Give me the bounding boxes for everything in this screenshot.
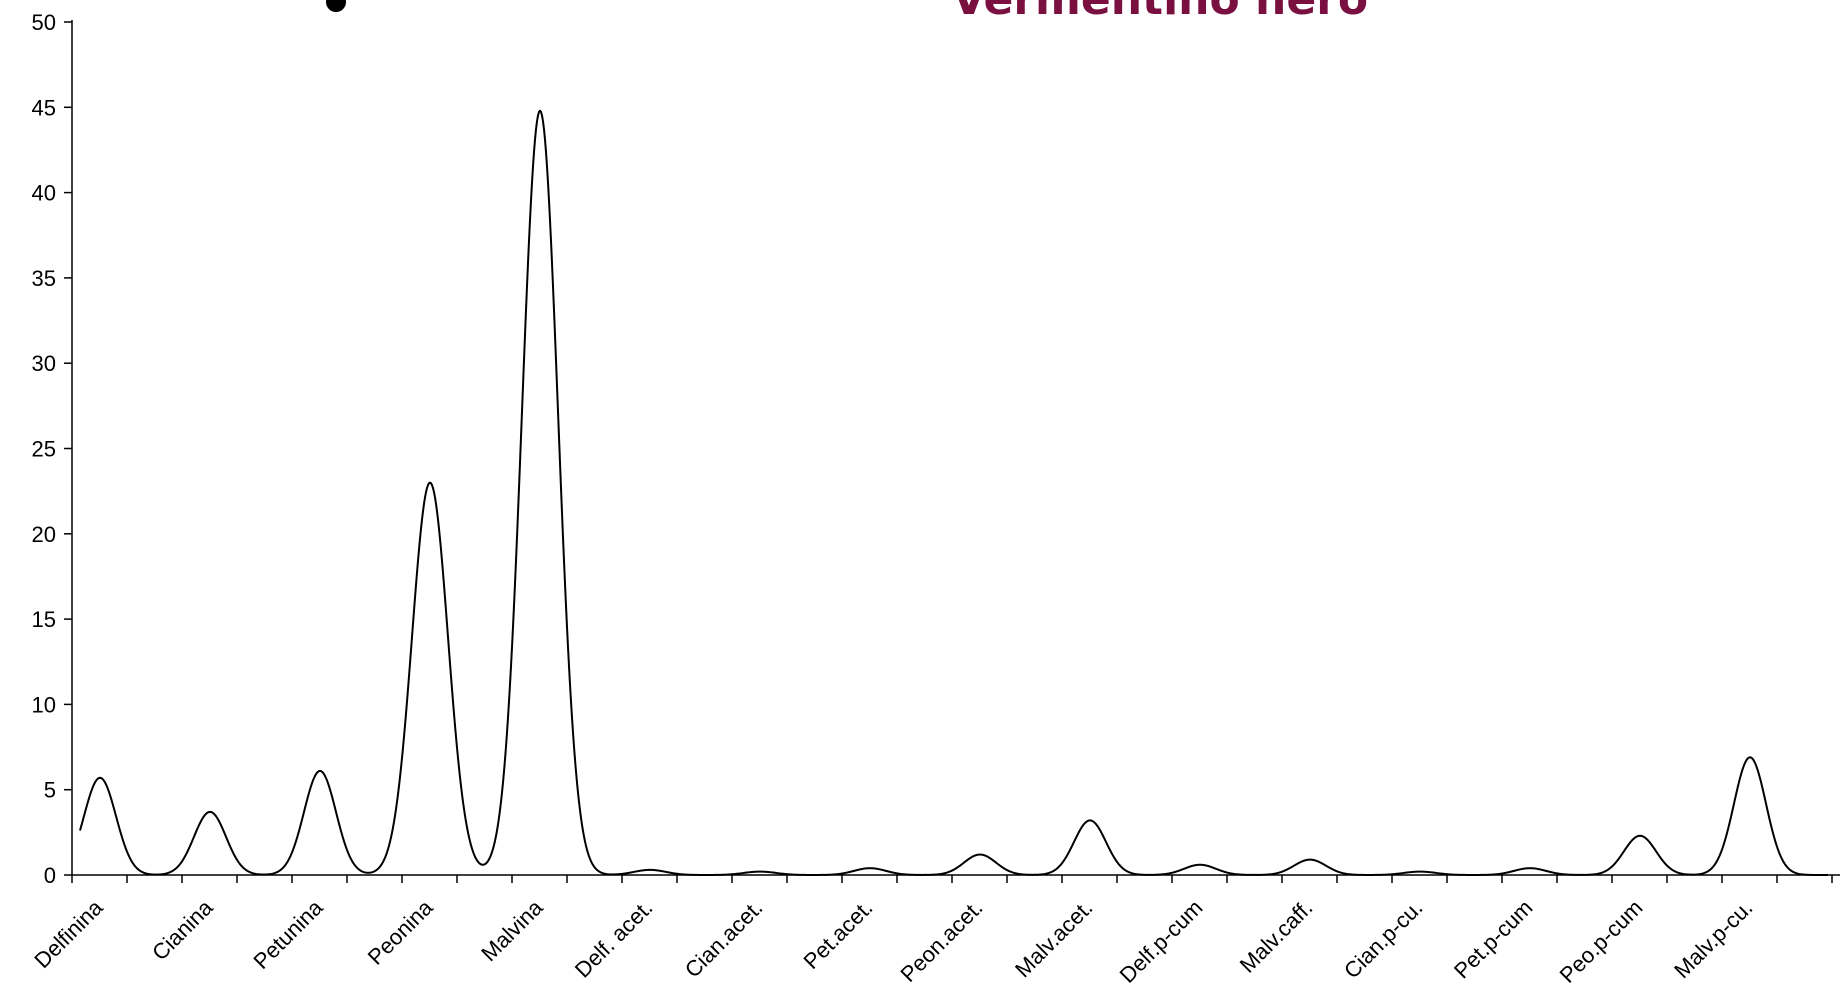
x-tick-label: Peonina bbox=[363, 894, 438, 969]
y-tick-label: 15 bbox=[32, 607, 56, 632]
x-tick-label: Pet.acet. bbox=[798, 895, 877, 974]
y-tick-label: 35 bbox=[32, 266, 56, 291]
x-tick-label: Malvina bbox=[476, 894, 548, 966]
x-tick-label: Delf.p-cum bbox=[1115, 895, 1208, 988]
peak-markers bbox=[98, 109, 1752, 874]
x-tick-label: Pet.p-cum bbox=[1449, 895, 1538, 984]
x-tick-label: Peon.acet. bbox=[895, 895, 987, 987]
x-tick-label: Petunina bbox=[248, 894, 328, 974]
y-tick-label: 20 bbox=[32, 522, 56, 547]
x-tick-label: Delf. acet. bbox=[570, 895, 658, 983]
x-tick-label: Cian.p-cu. bbox=[1339, 895, 1428, 984]
y-tick-label: 5 bbox=[44, 778, 56, 803]
x-tick-label: Cian.acet. bbox=[680, 895, 768, 983]
series-line bbox=[79, 109, 1828, 876]
x-tick-label: Delfinina bbox=[29, 894, 108, 973]
x-tick-label: Malv.acet. bbox=[1010, 895, 1097, 982]
y-axis: 0 5 10 15 20 25 30 35 40 45 50 bbox=[32, 10, 73, 888]
x-tick-label: Malv.p-cu. bbox=[1669, 895, 1757, 983]
marker-dot-icon bbox=[326, 0, 346, 12]
y-tick-label: 0 bbox=[44, 863, 56, 888]
y-tick-label: 30 bbox=[32, 351, 56, 376]
y-tick-label: 10 bbox=[32, 692, 56, 717]
x-tick-label: Malv.caff. bbox=[1235, 895, 1318, 978]
y-tick-label: 25 bbox=[32, 437, 56, 462]
chart-title: Vermentino nero bbox=[952, 0, 1368, 25]
x-tick-label: Cianina bbox=[147, 894, 218, 965]
y-tick-label: 45 bbox=[32, 95, 56, 120]
x-axis bbox=[71, 874, 1840, 883]
y-tick-label: 40 bbox=[32, 181, 56, 206]
y-tick-label: 50 bbox=[32, 10, 56, 35]
x-axis-labels: Delfinina Cianina Petunina Peonina Malvina De… bbox=[29, 894, 1757, 987]
x-tick-label: Peo.p-cum bbox=[1555, 895, 1648, 988]
